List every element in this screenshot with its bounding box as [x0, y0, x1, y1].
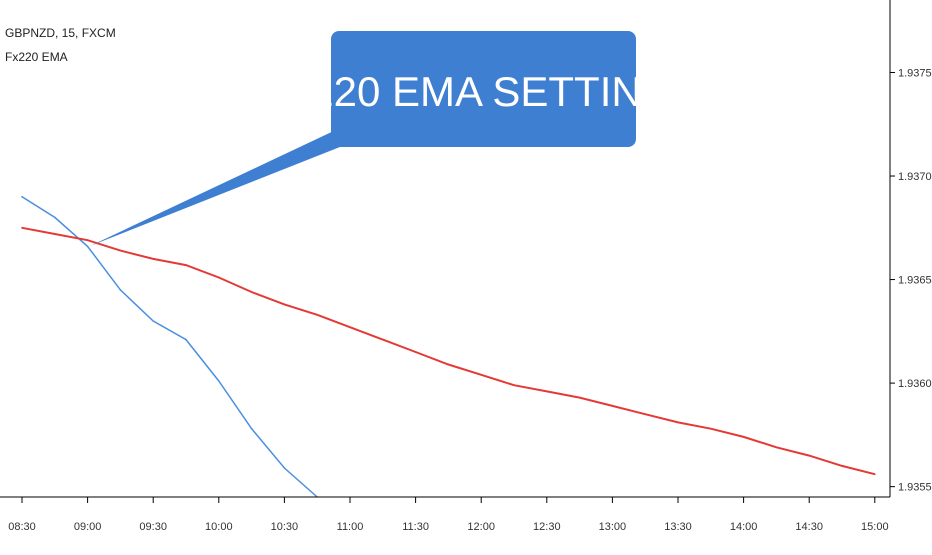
- series-point-1: [447, 363, 450, 366]
- series-point-1: [546, 390, 548, 393]
- x-tick-label: 10:00: [205, 521, 233, 533]
- x-tick-label: 08:30: [8, 521, 36, 533]
- y-tick-label: 1.93650: [898, 275, 932, 287]
- x-tick-label: 12:30: [533, 521, 561, 533]
- series-point-1: [349, 326, 351, 329]
- x-tick-label: 10:30: [271, 521, 299, 533]
- series-point-1: [775, 446, 778, 449]
- series-point-1: [152, 258, 154, 260]
- callout: Fx220 EMA SETTINGS: [90, 31, 702, 246]
- axes: [0, 0, 891, 498]
- series-point-1: [185, 264, 187, 266]
- time-axis-ticks: 08:30 09:00 09:30 10:00 10:30 11:00 11:30 12:00…: [8, 497, 889, 533]
- y-tick-label: 1.93700: [898, 171, 932, 183]
- series-point-1: [808, 454, 810, 457]
- series-point-0: [119, 289, 122, 291]
- series-point-0: [283, 467, 286, 469]
- series-point-1: [480, 374, 483, 376]
- series-point-1: [710, 427, 712, 430]
- series-line-0: [21, 196, 318, 498]
- series-point-1: [874, 473, 876, 476]
- series-point-1: [382, 338, 384, 341]
- series-point-0: [54, 216, 56, 219]
- x-tick-label: 11:30: [402, 521, 429, 533]
- series-point-1: [250, 291, 253, 293]
- indicator-label: Fx220 EMA: [5, 50, 68, 64]
- x-tick-label: 13:00: [599, 521, 627, 533]
- series-point-0: [152, 320, 154, 322]
- series-point-1: [283, 303, 286, 306]
- series-point-1: [644, 413, 646, 416]
- series-point-1: [578, 396, 581, 399]
- series-point-1: [119, 249, 122, 252]
- series-point-1: [513, 384, 515, 387]
- y-tick-label: 1.93750: [898, 67, 932, 79]
- series-point-0: [185, 338, 187, 341]
- series-point-1: [21, 227, 23, 229]
- series-point-1: [742, 436, 745, 438]
- y-tick-label: 1.93600: [898, 378, 932, 390]
- x-tick-label: 14:00: [730, 521, 758, 533]
- series-point-1: [316, 314, 319, 316]
- x-tick-label: 13:30: [664, 521, 692, 533]
- x-tick-label: 14:30: [795, 521, 823, 533]
- series-line-1: [21, 226, 876, 476]
- x-tick-label: 09:00: [74, 521, 102, 533]
- series-point-1: [86, 239, 89, 241]
- series-point-1: [841, 465, 843, 467]
- series-point-1: [611, 405, 614, 407]
- x-tick-label: 11:00: [337, 521, 364, 533]
- callout-box: [331, 31, 636, 147]
- symbol-label: GBPNZD, 15, FXCM: [5, 26, 116, 40]
- series-point-0: [250, 427, 253, 430]
- series-point-1: [677, 421, 679, 424]
- series-point-1: [54, 233, 56, 235]
- callout-text: Fx220 EMA SETTINGS: [264, 68, 703, 115]
- series-point-1: [414, 351, 417, 353]
- x-tick-label: 12:00: [467, 521, 495, 533]
- x-tick-label: 09:30: [139, 521, 167, 533]
- x-tick-label: 15:00: [861, 521, 889, 533]
- series-point-0: [21, 195, 23, 198]
- series-point-1: [218, 276, 220, 279]
- series-point-0: [218, 380, 220, 382]
- callout-pointer: [90, 128, 345, 246]
- plot-area: [21, 195, 876, 498]
- series-point-0: [86, 245, 89, 248]
